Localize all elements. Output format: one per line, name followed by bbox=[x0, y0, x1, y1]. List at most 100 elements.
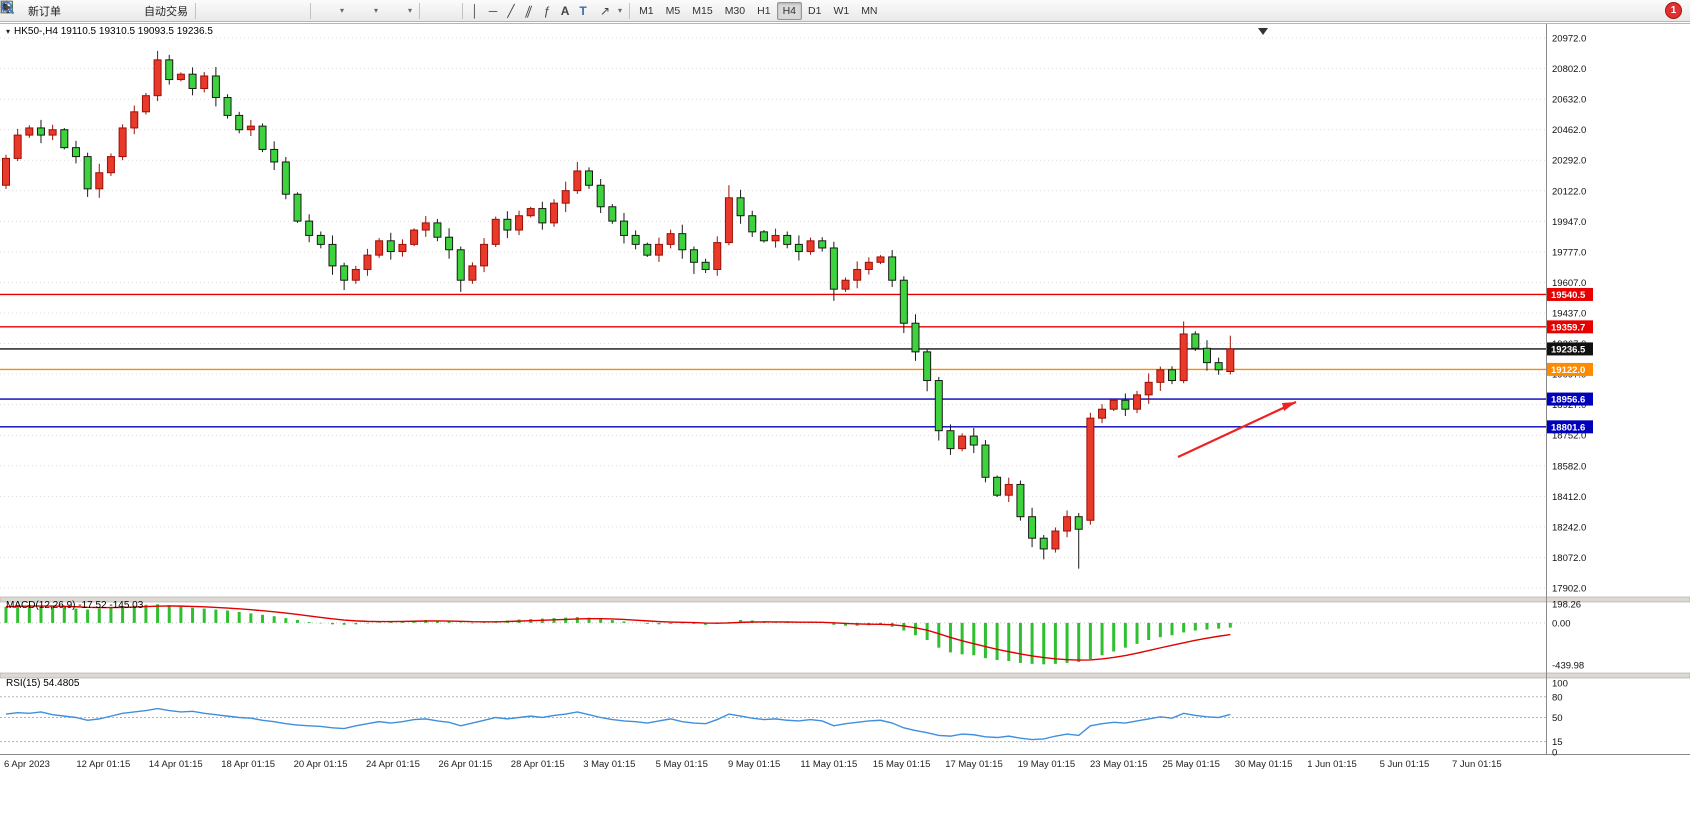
time-axis-label: 15 May 01:15 bbox=[873, 759, 931, 770]
support-line-2-badge bbox=[1547, 420, 1593, 434]
zoom-out-icon[interactable] bbox=[1, 1, 289, 19]
candle-body bbox=[585, 170, 593, 186]
rsi-scale-label: 50 bbox=[1552, 713, 1563, 724]
candle-body bbox=[316, 234, 325, 245]
time-axis-label: 5 Jun 01:15 bbox=[1380, 759, 1430, 770]
search-icon[interactable] bbox=[1, 1, 1659, 19]
vertical-line-icon[interactable]: │ bbox=[471, 3, 479, 18]
candle-body bbox=[36, 127, 45, 136]
timeframe-MN[interactable]: MN bbox=[861, 4, 878, 17]
time-axis-label: 24 Apr 01:15 bbox=[366, 759, 420, 770]
symbol-ohlc-label: HK50-,H4 19110.5 19310.5 19093.5 19236.5 bbox=[14, 26, 213, 37]
candle-body bbox=[1202, 347, 1211, 364]
line-chart-icon[interactable] bbox=[1, 1, 253, 19]
fibonacci-icon[interactable]: ƒ bbox=[543, 3, 551, 18]
templates-button[interactable]: ▾ bbox=[1, 1, 416, 21]
label-tool-icon[interactable]: T bbox=[579, 3, 587, 18]
price-tick-label: 19777.0 bbox=[1552, 247, 1586, 258]
candle-body bbox=[561, 190, 570, 204]
timeframe-W1[interactable]: W1 bbox=[833, 4, 850, 17]
price-tick-label: 18752.0 bbox=[1552, 431, 1586, 442]
template-icon bbox=[1, 1, 404, 19]
candle-body bbox=[899, 279, 908, 324]
macd-signal-line bbox=[5, 605, 1231, 661]
candlestick-chart-icon[interactable] bbox=[2, 2, 235, 19]
candle-body bbox=[375, 240, 384, 256]
candle-body bbox=[946, 430, 955, 450]
cursor-icon[interactable] bbox=[3, 1, 441, 19]
candle-body bbox=[806, 240, 815, 253]
timeframe-M5[interactable]: M5 bbox=[665, 4, 681, 17]
macd-indicator-label: MACD(12,26,9) -17.52 -145.03 bbox=[6, 600, 144, 611]
candle-body bbox=[911, 322, 920, 353]
candle-body bbox=[608, 206, 617, 222]
candle-body bbox=[1214, 362, 1223, 371]
candle-body bbox=[200, 75, 209, 90]
candle-body bbox=[258, 125, 267, 150]
candle-body bbox=[351, 268, 360, 281]
candle-body bbox=[619, 220, 628, 236]
time-axis-label: 11 May 01:15 bbox=[800, 759, 857, 770]
zoom-in-icon[interactable] bbox=[1, 1, 271, 19]
rsi-scale-label: 100 bbox=[1552, 679, 1568, 690]
bar-chart-icon[interactable] bbox=[2, 2, 217, 19]
candle-body bbox=[48, 129, 57, 136]
timeframe-M30[interactable]: M30 bbox=[724, 4, 746, 17]
horizontal-line-icon[interactable]: ─ bbox=[488, 3, 498, 18]
candle-body bbox=[1133, 394, 1142, 410]
toolbar-separator bbox=[310, 2, 311, 19]
toolbar-separator bbox=[195, 2, 196, 19]
dropdown-caret-icon: ▾ bbox=[408, 6, 413, 15]
candle-body bbox=[794, 243, 803, 253]
macd-panel-separator[interactable] bbox=[0, 596, 1690, 603]
candle-body bbox=[643, 243, 652, 256]
trendline-icon[interactable]: ╱ bbox=[507, 3, 515, 18]
medal-icon[interactable] bbox=[1, 1, 83, 19]
clock-icon bbox=[1, 1, 370, 19]
candle-body bbox=[13, 134, 22, 159]
timeframe-H4[interactable]: H4 bbox=[776, 1, 802, 20]
time-axis-label: 5 May 01:15 bbox=[656, 759, 708, 770]
autotrading-button[interactable]: 自动交易 bbox=[0, 0, 192, 21]
candle-body bbox=[305, 220, 314, 236]
candle-body bbox=[188, 73, 197, 90]
price-tick-label: 20802.0 bbox=[1552, 64, 1586, 75]
timeframe-D1[interactable]: D1 bbox=[808, 4, 822, 17]
one-click-trading-toggle-icon[interactable]: ▾ bbox=[6, 27, 11, 36]
indicators-button[interactable]: ▾ bbox=[1, 1, 348, 21]
candle-body bbox=[1156, 369, 1165, 383]
timeframe-H1[interactable]: H1 bbox=[757, 4, 771, 17]
rsi-line bbox=[5, 707, 1231, 741]
price-tick-label: 20292.0 bbox=[1552, 156, 1586, 167]
periods-button[interactable]: ▾ bbox=[1, 1, 382, 21]
candle-body bbox=[783, 234, 792, 245]
text-tool-icon[interactable]: A bbox=[560, 3, 570, 18]
candle-body bbox=[118, 127, 127, 158]
arrow-tool-icon: ↗ bbox=[600, 3, 611, 18]
time-axis-label: 19 May 01:15 bbox=[1018, 759, 1076, 770]
candle-body bbox=[480, 243, 489, 267]
red-arrow-annotation[interactable] bbox=[1177, 401, 1297, 458]
news-icon[interactable] bbox=[0, 0, 119, 19]
rsi-panel-separator[interactable] bbox=[0, 672, 1690, 679]
resistance-line-2-badge bbox=[1547, 320, 1593, 334]
chart-shift-marker[interactable] bbox=[1258, 28, 1268, 35]
candle-body bbox=[748, 215, 757, 233]
candle-body bbox=[60, 129, 69, 149]
arrows-button[interactable]: ↗ ▾ bbox=[592, 1, 626, 21]
tile-windows-icon[interactable] bbox=[1, 1, 307, 19]
candle-body bbox=[71, 147, 80, 158]
rsi-scale-label: 15 bbox=[1552, 737, 1563, 748]
community-icon[interactable] bbox=[0, 0, 101, 19]
notification-badge[interactable]: 1 bbox=[1665, 2, 1682, 19]
candle-body bbox=[573, 170, 582, 192]
candle-body bbox=[153, 59, 162, 97]
crosshair-icon[interactable] bbox=[1, 1, 459, 19]
resistance-line-1-badge-label: 19540.5 bbox=[1551, 290, 1586, 301]
candle-body bbox=[468, 265, 477, 281]
timeframe-M15[interactable]: M15 bbox=[692, 4, 713, 17]
dropdown-caret-icon: ▾ bbox=[374, 6, 379, 15]
timeframe-M1[interactable]: M1 bbox=[639, 4, 654, 17]
